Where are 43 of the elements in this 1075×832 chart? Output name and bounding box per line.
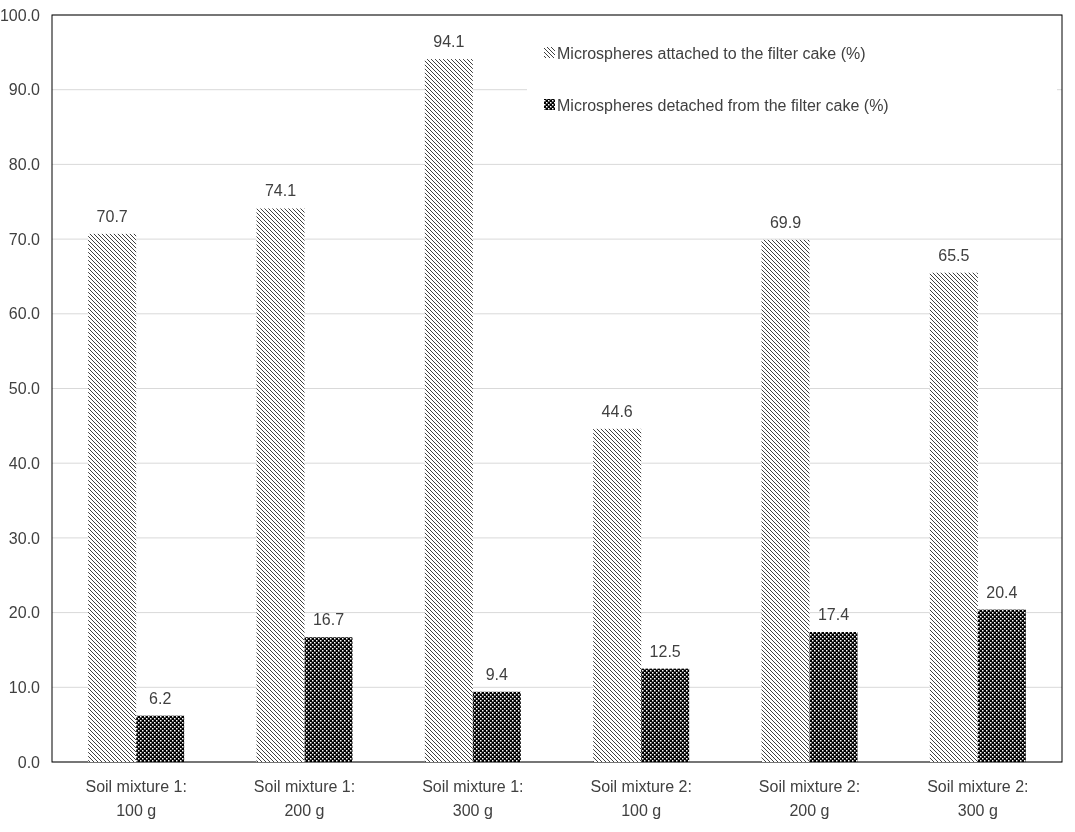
legend-label: Microspheres attached to the filter cake (%) bbox=[557, 44, 866, 62]
y-tick-label: 90.0 bbox=[8, 81, 41, 99]
x-tick-label: Soil mixture 1: 100 g bbox=[85, 778, 187, 819]
data-label: 16.7 bbox=[312, 611, 345, 629]
data-label: 44.6 bbox=[601, 402, 633, 420]
bar bbox=[929, 272, 978, 762]
y-tick-label: 0.0 bbox=[17, 753, 41, 771]
bar bbox=[761, 239, 810, 762]
x-tick-label: Soil mixture 1: 300 g bbox=[422, 778, 524, 819]
legend-label: Microspheres detached from the filter cake (%) bbox=[557, 96, 889, 114]
data-label: 17.4 bbox=[817, 606, 850, 624]
data-label: 69.9 bbox=[769, 213, 802, 231]
y-tick-label: 20.0 bbox=[8, 604, 41, 622]
bar bbox=[304, 637, 353, 762]
y-tick-label: 70.0 bbox=[8, 230, 41, 248]
x-tick-label: Soil mixture 2: 200 g bbox=[758, 778, 861, 819]
bar bbox=[424, 59, 473, 762]
bar bbox=[809, 632, 858, 762]
bar bbox=[593, 428, 642, 762]
bar bbox=[641, 668, 690, 762]
data-label: 94.1 bbox=[433, 33, 465, 51]
y-tick-label: 50.0 bbox=[8, 380, 41, 398]
bar bbox=[472, 691, 521, 762]
data-label: 9.4 bbox=[485, 665, 509, 683]
bar bbox=[88, 233, 137, 762]
y-tick-label: 80.0 bbox=[8, 156, 41, 173]
y-tick-label: 100.0 bbox=[0, 6, 41, 24]
y-tick-label: 40.0 bbox=[8, 454, 41, 472]
data-label: 12.5 bbox=[649, 642, 681, 660]
x-tick-label: Soil mixture 2: 100 g bbox=[590, 778, 692, 819]
data-label: 20.4 bbox=[986, 583, 1018, 601]
bar bbox=[256, 208, 305, 762]
y-tick-label: 30.0 bbox=[8, 529, 41, 547]
data-label: 65.5 bbox=[938, 246, 970, 264]
x-tick-label: Soil mixture 1: 200 g bbox=[253, 778, 356, 819]
data-label: 74.1 bbox=[264, 182, 297, 200]
data-label: 70.7 bbox=[96, 207, 128, 225]
x-tick-label: Soil mixture 2: 300 g bbox=[927, 778, 1029, 819]
y-tick-label: 10.0 bbox=[8, 678, 41, 696]
bar bbox=[977, 609, 1026, 762]
data-label: 6.2 bbox=[149, 689, 172, 707]
bar bbox=[136, 715, 185, 762]
y-tick-label: 60.0 bbox=[8, 305, 41, 323]
